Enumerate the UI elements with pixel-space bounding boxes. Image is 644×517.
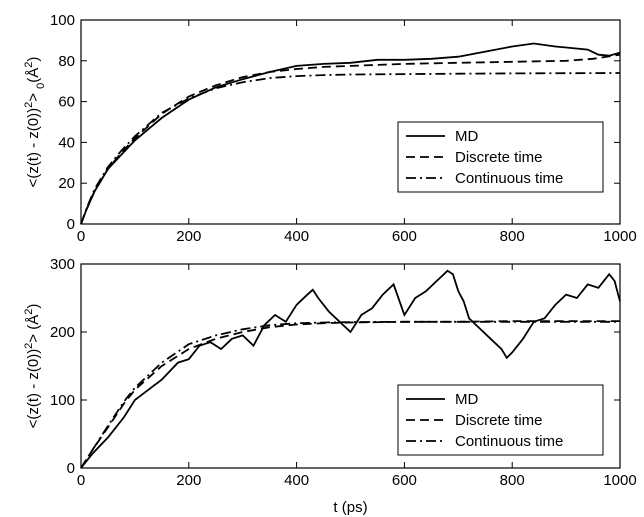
top-legend-label-discrete: Discrete time (455, 149, 543, 166)
top-legend-label-md: MD (455, 128, 478, 145)
top-y-tick-label: 100 (50, 12, 75, 29)
bottom-ylabel-mid: > (25, 330, 42, 343)
top-chart-legend: MD Discrete time Continuous time (397, 121, 604, 193)
top-series-md (80, 42, 621, 225)
bottom-legend-item-md: MD (406, 391, 478, 408)
bottom-legend-item-discrete: Discrete time (406, 412, 543, 429)
bottom-ylabel-unit-close: ) (25, 304, 42, 309)
bottom-y-tick-label: 300 (50, 256, 75, 273)
top-ylabel-unit-close: ) (25, 57, 42, 62)
top-x-tick-label: 600 (392, 228, 417, 245)
bottom-legend-label-md: MD (455, 391, 478, 408)
top-ylabel-unit-sup: 2 (23, 62, 35, 68)
top-x-tick-label: 1000 (603, 228, 636, 245)
bottom-x-tick-label: 0 (77, 472, 85, 489)
bottom-ylabel-unit: (Å (25, 315, 42, 330)
bottom-ylabel-main: <(z(t) - z(0)) (25, 349, 42, 429)
top-ylabel-main: <(z(t) - z(0)) (25, 108, 42, 188)
top-chart-frame (80, 19, 621, 225)
top-series-continuous-time (80, 72, 621, 225)
bottom-legend-label-discrete: Discrete time (455, 412, 543, 429)
bottom-chart-x-axis-label: t (ps) (333, 499, 367, 516)
bottom-x-tick-label: 1000 (603, 472, 636, 489)
top-ylabel-mid: > (25, 89, 42, 102)
bottom-legend-item-continuous: Continuous time (406, 433, 563, 450)
top-series-discrete-time (80, 53, 621, 225)
bottom-series-continuous-time (80, 320, 620, 469)
bottom-y-tick-label: 200 (50, 324, 75, 341)
bottom-series-discrete-time (80, 320, 620, 469)
top-legend-item-md: MD (406, 128, 478, 145)
top-x-tick-label: 200 (176, 228, 201, 245)
bottom-legend-label-continuous: Continuous time (455, 433, 563, 450)
bottom-chart-ticks: 0 200 400 600 800 1000 0 100 200 300 (50, 256, 637, 489)
bottom-chart-panel: 0 200 400 600 800 1000 0 100 200 300 <(z(t) - z(0… (23, 256, 637, 516)
top-legend-item-continuous: Continuous time (406, 170, 563, 187)
bottom-ylabel-sup: 2 (23, 343, 35, 349)
bottom-x-tick-label: 400 (284, 472, 309, 489)
top-y-tick-label: 20 (58, 175, 75, 192)
top-y-tick-label: 40 (58, 134, 75, 151)
top-y-tick-label: 80 (58, 53, 75, 70)
top-chart-y-axis-label: <(z(t) - z(0))2> 0(Å2) (23, 57, 47, 188)
bottom-ylabel-unit-sup: 2 (23, 309, 35, 315)
top-y-tick-label: 60 (58, 94, 75, 111)
bottom-x-tick-label: 600 (392, 472, 417, 489)
top-y-tick-label: 0 (67, 216, 75, 233)
top-chart-ticks: 0 200 400 600 800 1000 0 20 40 60 80 100 (50, 12, 637, 245)
bottom-x-tick-label: 200 (176, 472, 201, 489)
top-legend-label-continuous: Continuous time (455, 170, 563, 187)
top-x-tick-label: 800 (500, 228, 525, 245)
top-legend-box (397, 121, 604, 193)
bottom-chart-lines (80, 269, 621, 469)
bottom-y-tick-label: 100 (50, 392, 75, 409)
top-chart-lines (80, 42, 621, 225)
top-ylabel-sub: 0 (35, 83, 47, 89)
bottom-y-tick-label: 0 (67, 460, 75, 477)
top-x-tick-label: 400 (284, 228, 309, 245)
top-ylabel-sup: 2 (23, 102, 35, 108)
top-x-tick-label: 0 (77, 228, 85, 245)
bottom-chart-frame (80, 263, 621, 469)
top-legend-item-discrete: Discrete time (406, 149, 543, 166)
bottom-x-tick-label: 800 (500, 472, 525, 489)
bottom-legend-box (397, 384, 604, 456)
bottom-chart-y-axis-label: <(z(t) - z(0))2> (Å2) (23, 304, 42, 429)
top-ylabel-unit: (Å (25, 68, 42, 83)
bottom-chart-legend: MD Discrete time Continuous time (397, 384, 604, 456)
